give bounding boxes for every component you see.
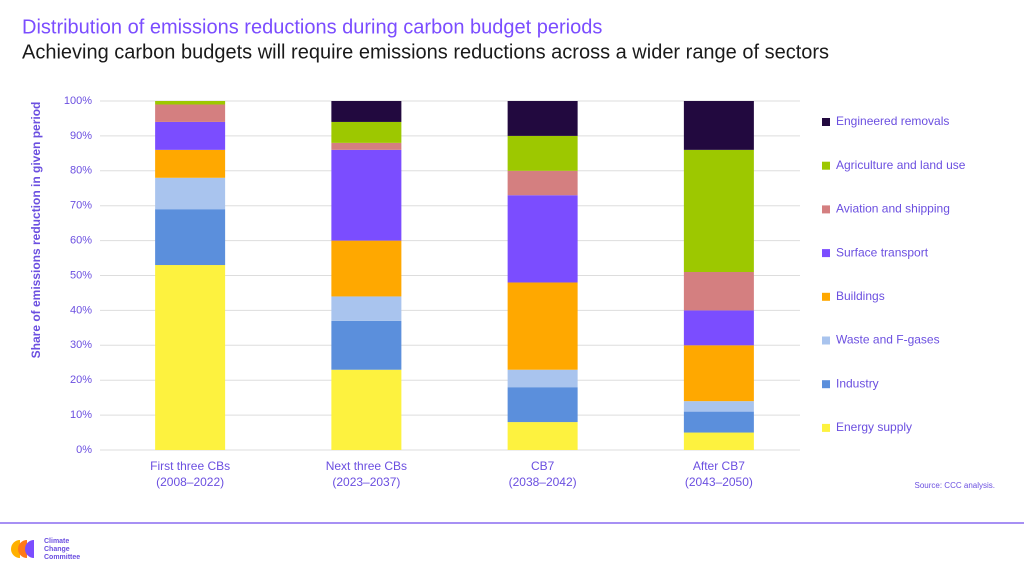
bar-segment (683, 272, 754, 311)
y-tick-label: 50% (70, 269, 92, 281)
bar-segment (155, 121, 226, 150)
bar-segment (331, 369, 402, 450)
x-tick-label: After CB7 (693, 459, 745, 473)
x-tick-label: First three CBs (150, 459, 230, 473)
source-note: Source: CCC analysis. (915, 481, 995, 490)
x-tick-label: (2008–2022) (156, 475, 224, 489)
logo-text-line: Climate (44, 538, 69, 545)
bar-segment (331, 320, 402, 370)
bar-segment (507, 422, 578, 450)
bar-segment (683, 149, 754, 273)
x-tick-label: (2043–2050) (685, 475, 753, 489)
y-tick-label: 80% (70, 165, 92, 177)
logo-text-line: Committee (44, 554, 80, 561)
y-tick-label: 30% (70, 339, 92, 351)
x-tick-label: (2023–2037) (332, 475, 400, 489)
x-tick-label: CB7 (531, 459, 555, 473)
bar-segment (155, 149, 226, 178)
legend-label: Industry (836, 376, 879, 390)
bar-segment (507, 387, 578, 423)
chart-subtitle: Achieving carbon budgets will require em… (22, 41, 829, 63)
bar-segment (331, 142, 402, 150)
bar-segment (507, 369, 578, 388)
bar-segment (683, 310, 754, 346)
y-tick-label: 0% (76, 444, 92, 456)
y-tick-label: 100% (64, 95, 92, 107)
legend-swatch (822, 205, 830, 214)
y-tick-label: 60% (70, 235, 92, 247)
legend-label: Aviation and shipping (836, 202, 950, 216)
bar-segment (331, 149, 402, 241)
legend-label: Buildings (836, 289, 885, 303)
bar-segment (331, 101, 402, 122)
bar-segment (683, 401, 754, 412)
legend-swatch (822, 161, 830, 170)
x-tick-label: Next three CBs (326, 459, 407, 473)
y-tick-label: 70% (70, 200, 92, 212)
legend-swatch (822, 292, 830, 301)
legend-swatch (822, 423, 830, 432)
bar-segment (683, 345, 754, 402)
bar-segment (331, 240, 402, 297)
legend-label: Surface transport (836, 245, 929, 259)
legend-swatch (822, 249, 830, 258)
bar-segment (155, 265, 226, 450)
legend-swatch (822, 380, 830, 389)
bar-segment (155, 177, 226, 210)
legend-swatch (822, 118, 830, 126)
y-tick-label: 90% (70, 130, 92, 142)
y-axis-label: Share of emissions reduction in given pe… (29, 102, 43, 359)
bar-segment (507, 282, 578, 370)
legend-label: Waste and F-gases (836, 333, 940, 347)
bar-segment (331, 121, 402, 143)
logo-text-line: Change (44, 546, 70, 553)
bar-segment (155, 209, 226, 266)
bar-segment (683, 101, 754, 150)
bar-segment (331, 296, 402, 321)
chart-title: Distribution of emissions reductions dur… (22, 16, 602, 38)
bar-segment (507, 101, 578, 136)
bar-segment (683, 411, 754, 433)
bar-segment (155, 104, 226, 122)
y-tick-label: 10% (70, 409, 92, 421)
bar-segment (507, 195, 578, 283)
legend-label: Engineered removals (836, 114, 949, 128)
x-tick-label: (2038–2042) (509, 475, 577, 489)
legend-label: Energy supply (836, 420, 912, 434)
legend-swatch (822, 336, 830, 345)
y-tick-label: 20% (70, 374, 92, 386)
bar-segment (507, 170, 578, 196)
bar-segment (683, 432, 754, 450)
bar-segment (507, 135, 578, 171)
bar-segment (155, 101, 226, 105)
legend-label: Agriculture and land use (836, 158, 966, 172)
y-tick-label: 40% (70, 304, 92, 316)
logo-mark (11, 540, 34, 558)
